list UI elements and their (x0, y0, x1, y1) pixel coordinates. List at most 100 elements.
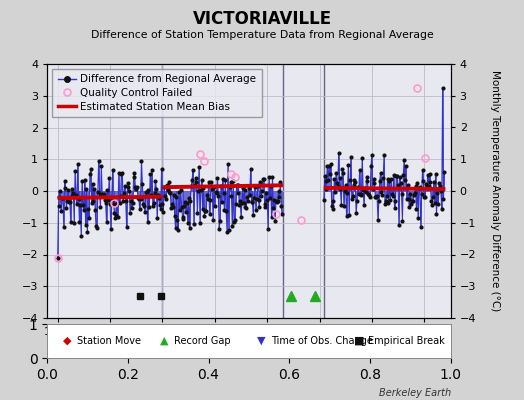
Point (125, 188, 134, 194)
Point (242, 204, 250, 211)
Point (438, 206, 446, 212)
Point (254, 197, 263, 203)
Point (264, 226, 272, 232)
Point (371, 194, 379, 200)
Point (343, 190, 352, 196)
Point (73, 201, 81, 208)
Point (392, 173, 400, 180)
Point (402, 196, 411, 202)
Point (342, 181, 350, 188)
Point (278, 211, 286, 218)
Text: ▼: ▼ (257, 336, 266, 346)
Point (61, 185, 70, 191)
Point (423, 172, 432, 178)
Point (348, 193, 357, 199)
Point (103, 186, 112, 193)
Point (418, 167, 427, 174)
Point (73, 161, 82, 168)
Point (72, 192, 80, 199)
Point (277, 202, 286, 209)
Point (138, 180, 147, 187)
Point (408, 198, 416, 204)
Point (233, 182, 241, 188)
Point (136, 206, 144, 212)
Point (439, 196, 447, 202)
Point (191, 175, 200, 181)
Point (254, 183, 262, 189)
Point (397, 191, 406, 197)
Point (210, 184, 218, 190)
Point (162, 182, 171, 188)
Point (220, 207, 228, 214)
Point (78, 178, 86, 184)
Point (77, 232, 85, 239)
Point (268, 174, 277, 180)
Point (89, 198, 97, 204)
Point (116, 193, 125, 199)
Point (395, 221, 403, 228)
Text: Time of Obs. Change: Time of Obs. Change (271, 336, 373, 346)
Text: VICTORIAVILLE: VICTORIAVILLE (192, 10, 332, 28)
Point (187, 183, 195, 190)
Point (161, 193, 169, 199)
Point (425, 170, 434, 177)
Point (412, 206, 421, 212)
Point (159, 209, 168, 215)
Point (276, 179, 285, 185)
Point (238, 200, 246, 206)
Y-axis label: Monthly Temperature Anomaly Difference (°C): Monthly Temperature Anomaly Difference (… (490, 70, 500, 312)
Point (413, 180, 421, 186)
Point (166, 190, 174, 196)
Point (401, 177, 409, 183)
Point (243, 194, 252, 200)
Point (234, 181, 243, 188)
Point (350, 182, 358, 188)
Point (101, 197, 109, 203)
Point (135, 196, 143, 202)
Point (202, 208, 210, 215)
Point (253, 196, 261, 202)
Point (198, 176, 206, 183)
Point (321, 173, 329, 179)
Point (93, 224, 101, 231)
Point (435, 180, 443, 186)
Point (216, 218, 224, 224)
Point (325, 163, 333, 169)
Point (173, 217, 181, 223)
Point (177, 186, 185, 193)
Point (230, 218, 238, 225)
Point (358, 155, 366, 161)
Point (414, 215, 422, 222)
Point (384, 176, 392, 183)
Point (163, 187, 172, 193)
Point (220, 190, 228, 197)
Point (114, 214, 122, 221)
Point (118, 170, 126, 176)
Point (389, 172, 398, 178)
Point (354, 184, 362, 190)
Point (111, 214, 119, 221)
Point (252, 207, 260, 214)
Point (131, 184, 139, 190)
Point (225, 184, 234, 191)
Point (231, 217, 239, 223)
Point (426, 179, 434, 185)
Point (418, 191, 426, 197)
Text: Empirical Break: Empirical Break (368, 336, 445, 346)
Point (258, 188, 266, 195)
Point (68, 186, 76, 192)
Point (98, 191, 106, 197)
Point (190, 220, 198, 227)
Point (89, 181, 97, 187)
Point (421, 194, 429, 201)
Point (64, 186, 72, 193)
Point (121, 183, 129, 189)
Point (267, 183, 275, 189)
Point (176, 206, 184, 213)
Point (337, 202, 345, 208)
Point (137, 158, 146, 164)
Point (275, 188, 283, 194)
Point (239, 200, 248, 206)
Point (184, 194, 193, 201)
Point (350, 177, 358, 183)
